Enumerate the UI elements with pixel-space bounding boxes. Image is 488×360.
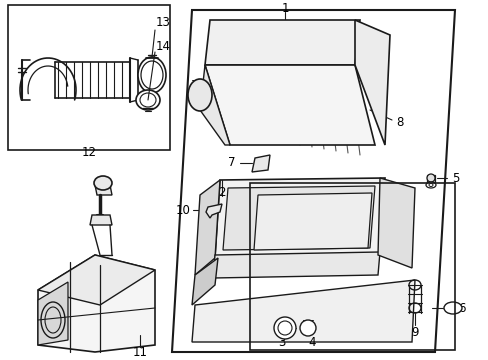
Ellipse shape [187, 79, 212, 111]
Ellipse shape [136, 90, 160, 110]
Polygon shape [251, 155, 269, 172]
Text: 8: 8 [395, 117, 403, 130]
Ellipse shape [443, 302, 461, 314]
Ellipse shape [299, 320, 315, 336]
Polygon shape [215, 178, 384, 258]
Text: 11: 11 [132, 346, 147, 360]
Polygon shape [426, 175, 434, 182]
Polygon shape [172, 10, 454, 352]
Text: 6: 6 [457, 302, 465, 315]
Polygon shape [90, 215, 112, 225]
Polygon shape [38, 282, 68, 345]
Polygon shape [213, 252, 379, 278]
Text: 10: 10 [175, 203, 190, 216]
Bar [249, 183, 454, 350]
Ellipse shape [425, 182, 435, 188]
Text: 7: 7 [228, 157, 235, 170]
Text: 3: 3 [278, 337, 285, 350]
Ellipse shape [426, 174, 434, 182]
Polygon shape [204, 65, 374, 145]
Polygon shape [204, 20, 359, 65]
Text: 4: 4 [307, 337, 315, 350]
Polygon shape [205, 204, 222, 218]
Polygon shape [377, 178, 414, 268]
Bar [8, 5, 170, 150]
Polygon shape [38, 255, 155, 352]
Polygon shape [354, 20, 389, 145]
Polygon shape [223, 186, 374, 250]
Polygon shape [192, 280, 414, 342]
Text: 9: 9 [410, 327, 418, 339]
Ellipse shape [94, 176, 112, 190]
Ellipse shape [273, 317, 295, 339]
Text: 13: 13 [155, 15, 170, 28]
Text: 14: 14 [155, 40, 170, 54]
Polygon shape [195, 180, 220, 275]
Polygon shape [253, 193, 371, 250]
Text: 5: 5 [451, 171, 459, 184]
Text: 2: 2 [218, 186, 225, 199]
Ellipse shape [138, 57, 165, 93]
Text: 1: 1 [281, 1, 288, 14]
Polygon shape [95, 185, 112, 195]
Polygon shape [192, 258, 218, 305]
Polygon shape [200, 65, 229, 145]
Text: 12: 12 [81, 145, 96, 158]
Polygon shape [38, 255, 155, 305]
